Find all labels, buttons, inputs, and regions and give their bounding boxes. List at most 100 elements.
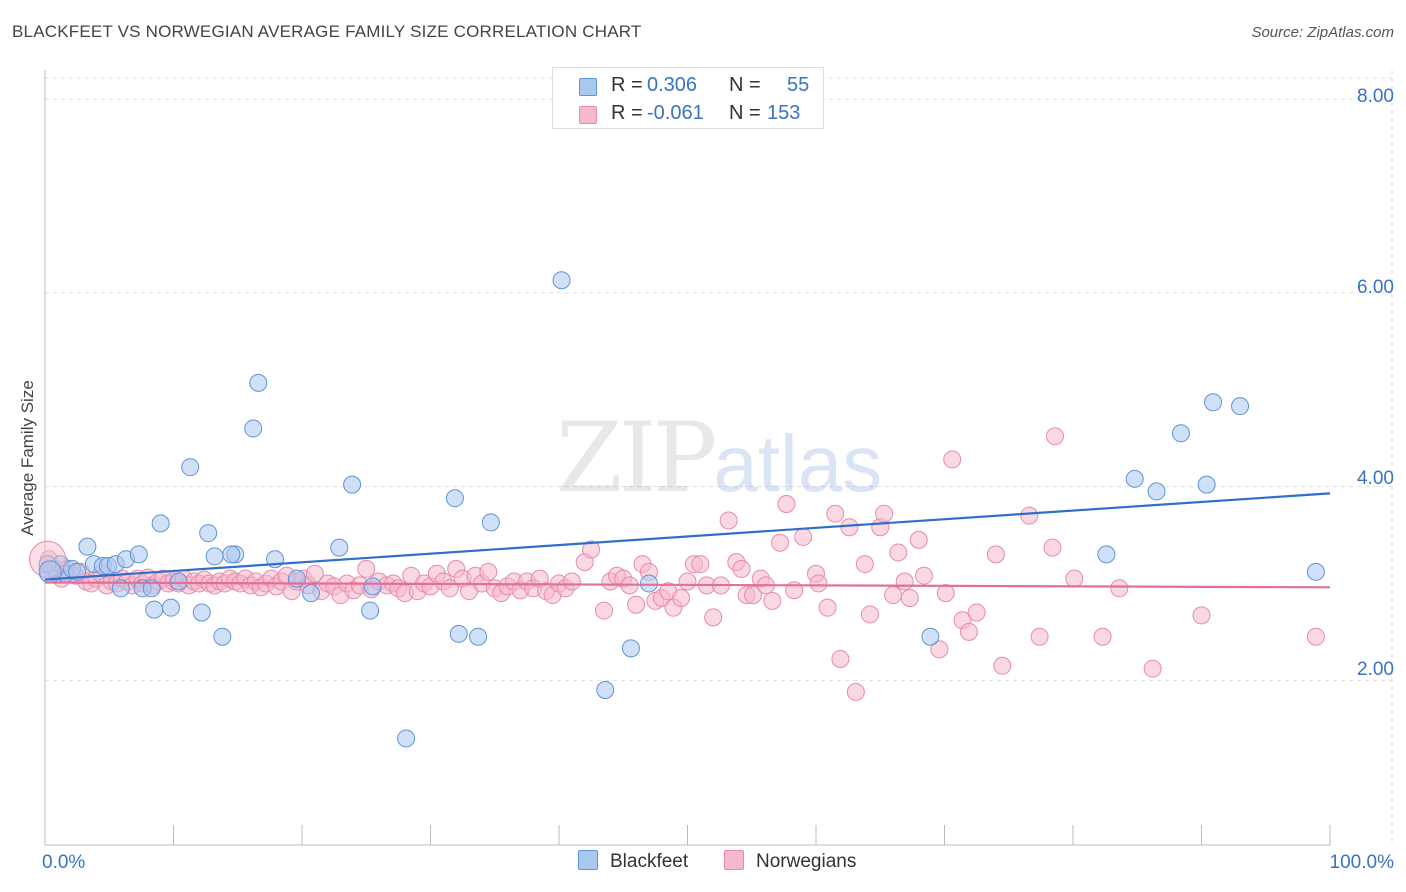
axes	[44, 70, 1331, 846]
data-points	[29, 271, 1325, 748]
blackfeet-point	[129, 545, 148, 564]
blackfeet-trend-line	[44, 492, 1331, 581]
blackfeet-point	[111, 579, 130, 598]
norwegians-point	[900, 588, 919, 607]
blackfeet-point	[249, 373, 268, 392]
blackfeet-point	[1197, 475, 1216, 494]
norwegians-point	[771, 533, 790, 552]
watermark-atlas: atlas	[713, 419, 883, 508]
norwegians-point	[719, 511, 738, 530]
norwegians-point	[1043, 538, 1062, 557]
blackfeet-point	[596, 681, 615, 699]
blackfeet-point	[287, 569, 306, 588]
norwegians-point	[986, 545, 1005, 564]
norwegians-point	[1030, 627, 1049, 646]
norwegians-point	[357, 559, 376, 578]
norwegians-point	[846, 682, 865, 701]
norwegians-point	[909, 530, 928, 549]
norwegians-point	[1143, 659, 1162, 678]
norwegians-point	[1306, 627, 1325, 646]
blackfeet-point	[1231, 397, 1250, 416]
blackfeet-point	[1306, 562, 1325, 581]
norwegians-point	[732, 559, 751, 578]
blackfeet-point	[363, 577, 382, 596]
norwegians-point	[594, 601, 613, 620]
norwegians-point	[1110, 579, 1129, 598]
legend-label: Blackfeet	[610, 851, 689, 872]
n-label: N =	[729, 102, 761, 124]
blackfeet-point	[621, 639, 640, 658]
blackfeet-point	[639, 574, 658, 593]
blackfeet-point	[142, 579, 161, 598]
norwegians-point	[562, 572, 581, 591]
blackfeet-point	[552, 271, 571, 290]
blackfeet-point	[469, 627, 488, 646]
y-tick-label: 2.00	[1357, 659, 1394, 680]
norwegians-trend-line	[44, 581, 1331, 589]
norwegians-point	[672, 588, 691, 607]
norwegians-point	[1192, 606, 1211, 625]
blackfeet-point	[213, 627, 232, 646]
watermark: ZIPatlas	[556, 402, 882, 514]
blackfeet-point	[199, 524, 218, 543]
norwegians-point	[895, 572, 914, 591]
blackfeet-point	[244, 419, 263, 438]
norwegians-point	[1065, 569, 1084, 588]
norwegians-point	[582, 540, 601, 559]
norwegians-point	[691, 555, 710, 574]
blackfeet-point	[145, 600, 164, 619]
n-label: N =	[729, 74, 761, 96]
norwegians-point	[840, 518, 859, 537]
norwegians-point	[914, 566, 933, 585]
blackfeet-point	[161, 598, 180, 617]
n-value: 55	[787, 74, 810, 96]
blackfeet-point	[1097, 545, 1116, 564]
norwegians-point	[889, 543, 908, 562]
watermark-zip: ZIP	[556, 402, 717, 514]
r-label: R =	[611, 74, 643, 96]
norwegians-point	[831, 650, 850, 668]
legend-item-norwegians: Norwegians	[724, 850, 856, 873]
blackfeet-point	[1204, 393, 1223, 412]
blackfeet-point	[222, 545, 241, 564]
x-tick-label-min: 0.0%	[42, 852, 86, 873]
norwegians-point	[777, 495, 796, 513]
blackfeet-point	[1125, 469, 1144, 488]
norwegians-point	[809, 574, 828, 593]
norwegians-point	[930, 640, 949, 659]
blackfeet-swatch	[579, 78, 597, 96]
r-value: 0.306	[647, 74, 698, 96]
norwegians-point	[993, 656, 1012, 675]
trend-lines	[44, 492, 1331, 589]
y-axis-label: Average Family Size	[18, 380, 37, 536]
blackfeet-point	[481, 513, 500, 532]
legend-label: Norwegians	[756, 851, 857, 872]
norwegians-point	[744, 586, 763, 605]
norwegians-point	[479, 562, 498, 581]
norwegians-point	[1093, 627, 1112, 646]
blackfeet-point	[343, 475, 362, 494]
norwegians-point	[794, 527, 813, 546]
stats-legend: R = 0.306 N = 55 R = -0.061 N = 153	[552, 67, 824, 129]
blackfeet-point	[78, 537, 97, 556]
blackfeet-point	[921, 627, 940, 646]
r-label: R =	[611, 102, 643, 124]
norwegians-point	[1020, 506, 1039, 525]
x-tick-label-max: 100.0%	[1329, 852, 1394, 873]
chart-source: Source: ZipAtlas.com	[1251, 24, 1394, 41]
blackfeet-point	[330, 538, 349, 557]
norwegians-point	[884, 586, 903, 605]
norwegians-point	[305, 564, 324, 583]
blackfeet-point	[449, 624, 468, 643]
blackfeet-point	[301, 584, 320, 603]
blackfeet-swatch	[578, 850, 598, 870]
norwegians-swatch	[579, 106, 597, 124]
chart-title: BLACKFEET VS NORWEGIAN AVERAGE FAMILY SI…	[12, 22, 642, 41]
norwegians-point	[678, 572, 697, 591]
norwegians-point	[943, 450, 962, 469]
legend-item-blackfeet: Blackfeet	[578, 850, 688, 873]
norwegians-point	[627, 595, 646, 614]
blackfeet-point	[181, 458, 200, 477]
blackfeet-point	[1147, 482, 1166, 501]
